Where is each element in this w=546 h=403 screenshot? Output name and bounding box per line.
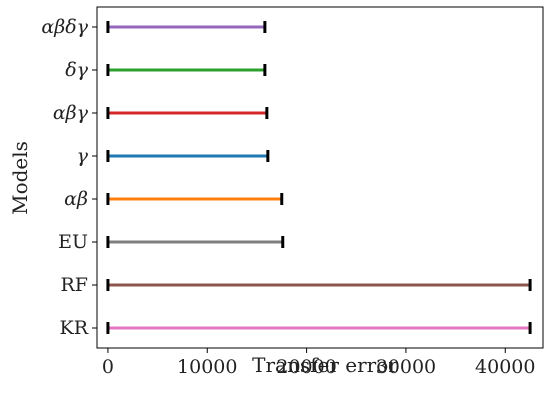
y-category-label: αβδγ	[41, 16, 88, 38]
x-axis-ticks: 0 10000 20000 30000 40000	[102, 348, 535, 378]
y-category-label: γ	[77, 145, 89, 167]
x-tick-label: 10000	[177, 356, 237, 378]
x-axis-label: Transfer error	[252, 353, 398, 377]
x-tick-label: 20000	[276, 356, 336, 378]
y-category-label: αβγ	[53, 102, 89, 124]
y-axis-category-labels: αβδγ δγ αβγ γ αβ EU RF KR	[41, 16, 97, 339]
y-category-label: RF	[61, 274, 89, 296]
y-axis-label: Models	[8, 141, 32, 215]
x-tick-label: 30000	[376, 356, 436, 378]
y-category-label: EU	[58, 231, 88, 253]
y-category-label: δγ	[65, 59, 88, 81]
plot-frame	[96, 6, 544, 349]
x-tick-label: 0	[102, 356, 114, 378]
x-tick-label: 40000	[475, 356, 535, 378]
range-bars	[106, 21, 532, 334]
y-category-label: αβ	[64, 188, 88, 210]
y-category-label: KR	[60, 317, 89, 339]
